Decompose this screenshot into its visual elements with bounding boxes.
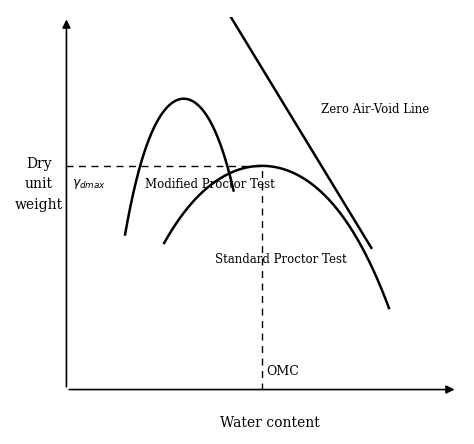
Text: Zero Air-Void Line: Zero Air-Void Line: [320, 103, 429, 116]
Text: OMC: OMC: [266, 365, 299, 378]
Text: Dry
unit
weight: Dry unit weight: [15, 157, 63, 212]
Text: Water content: Water content: [220, 416, 319, 430]
Text: Standard Proctor Test: Standard Proctor Test: [215, 253, 346, 266]
Text: Modified Proctor Test: Modified Proctor Test: [145, 178, 274, 191]
Text: $\gamma_{dmax}$: $\gamma_{dmax}$: [73, 178, 106, 191]
